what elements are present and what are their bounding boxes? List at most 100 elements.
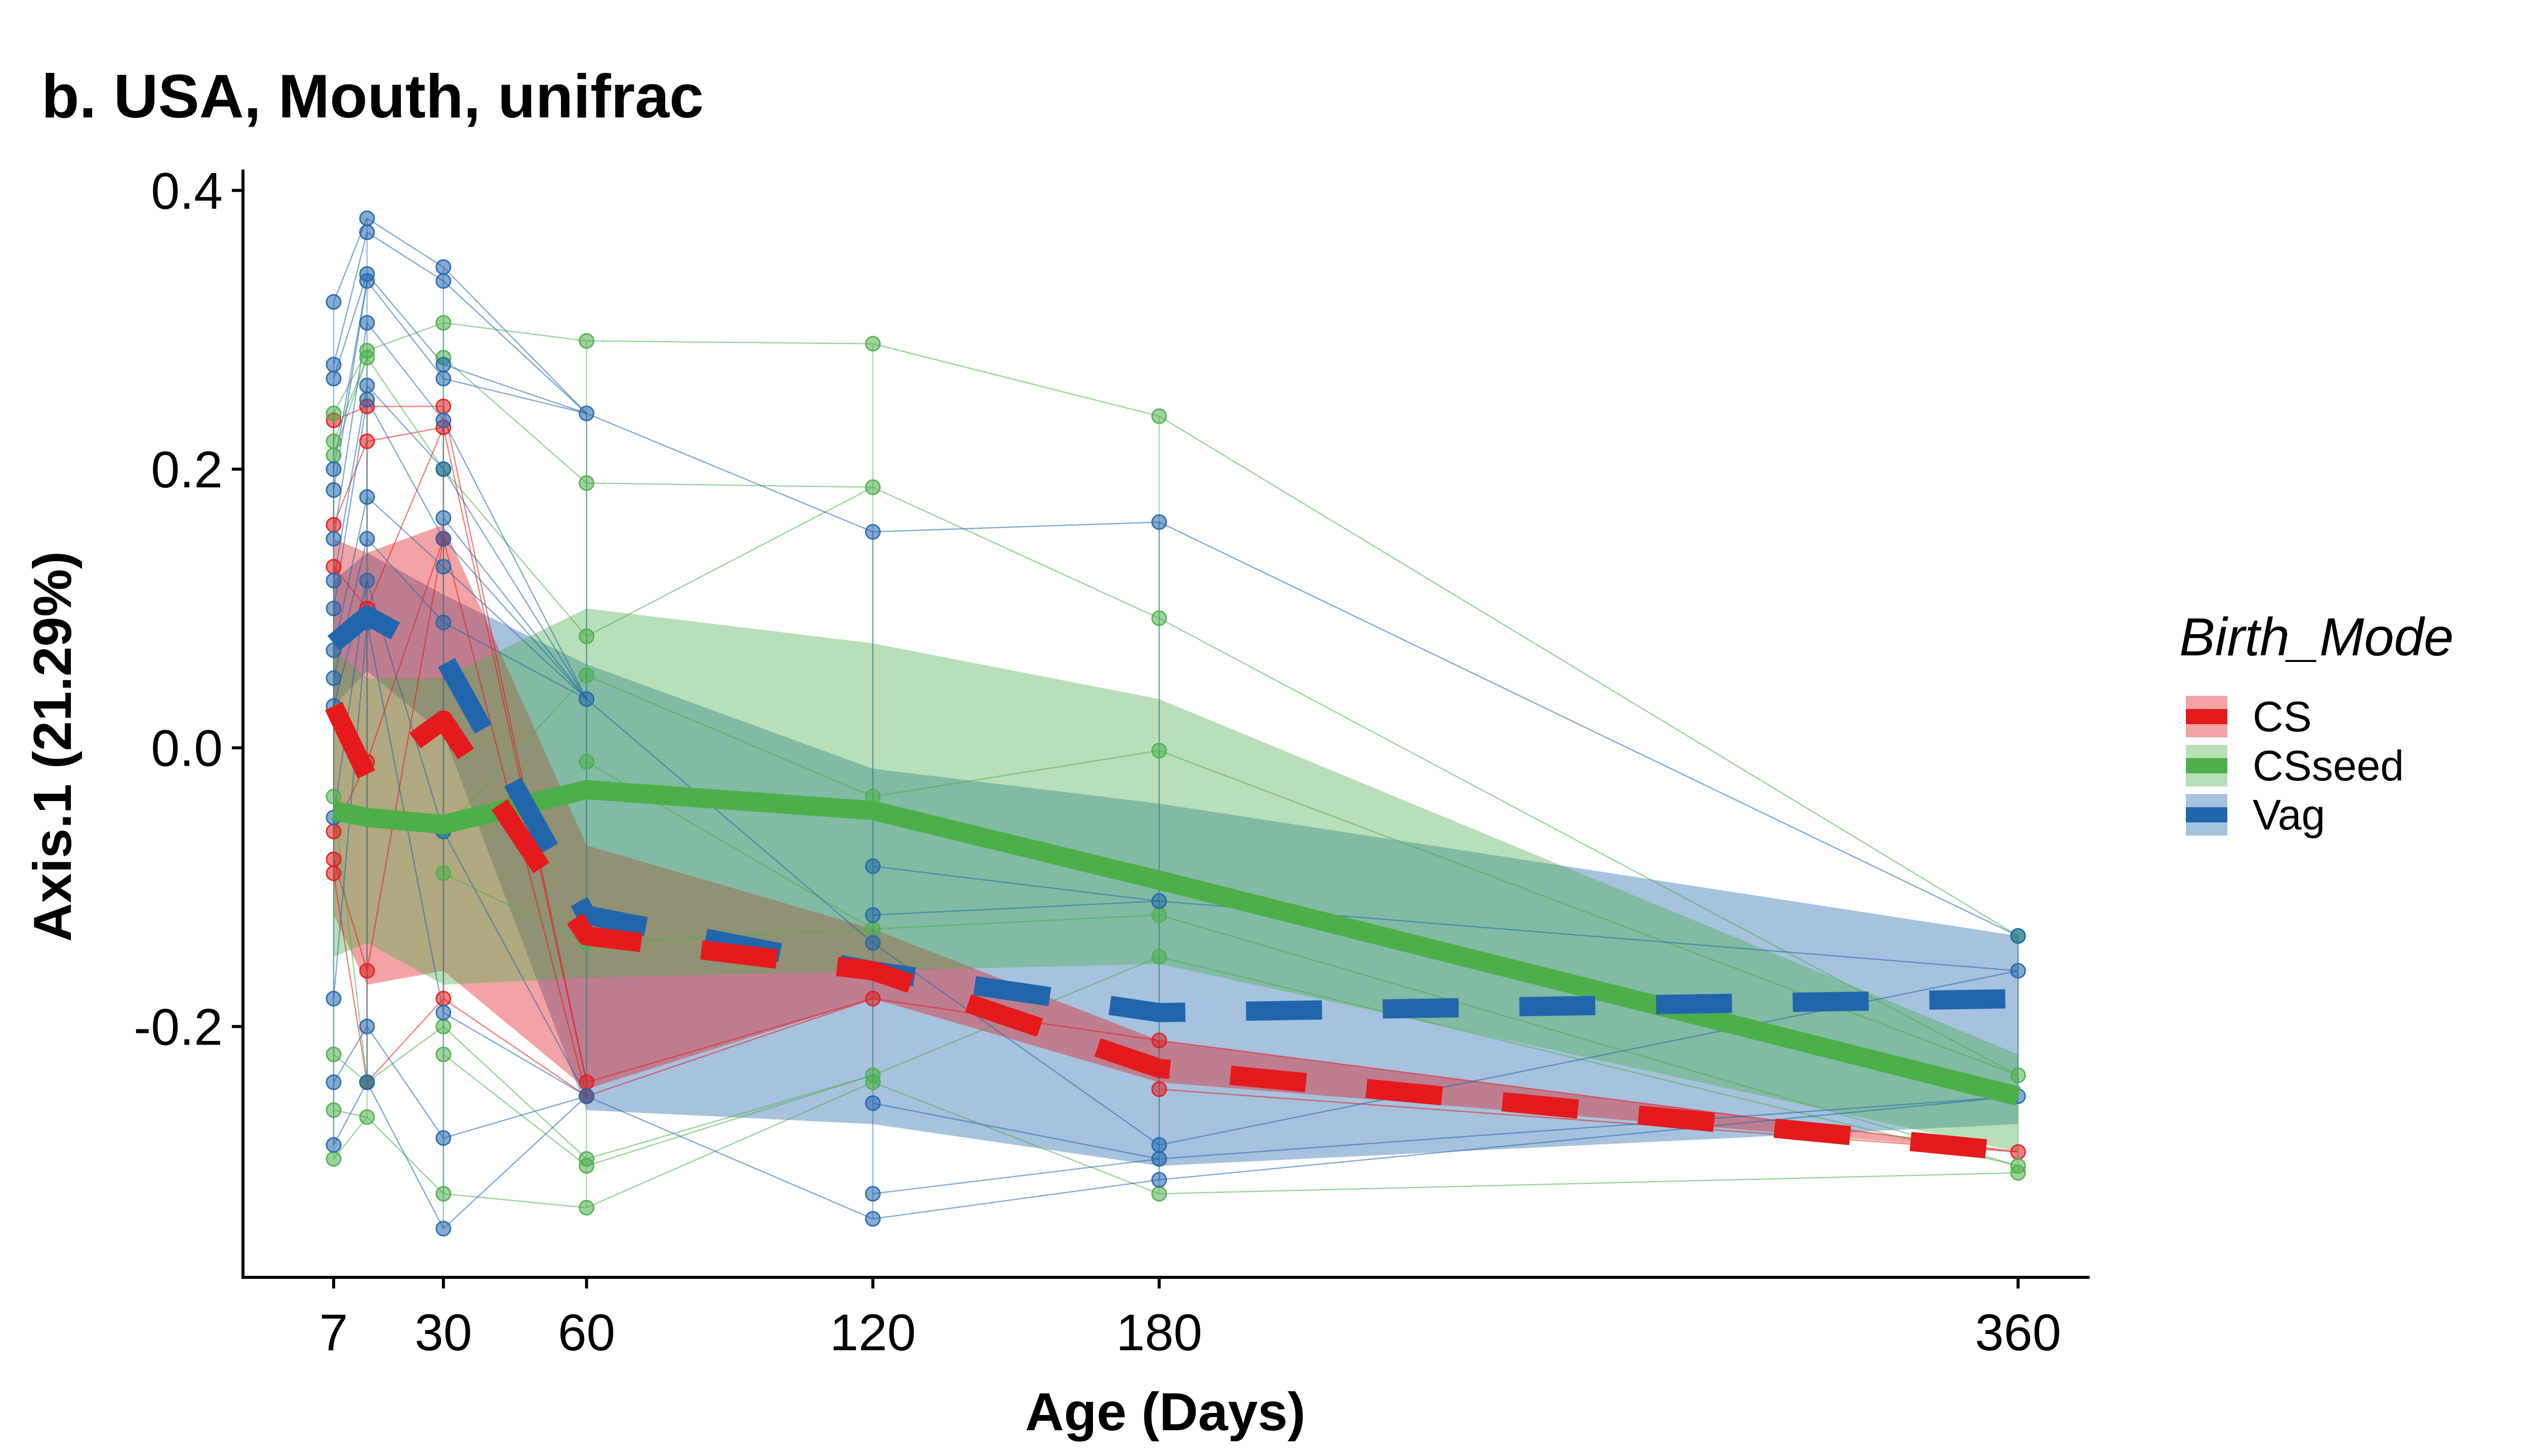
data-point-vag xyxy=(325,294,342,310)
data-point-vag xyxy=(359,572,375,589)
trajectory-segment-csseed xyxy=(873,750,1160,798)
trajectory-segment-csseed xyxy=(586,1074,873,1160)
data-point-vag xyxy=(865,1211,881,1227)
data-point-csseed xyxy=(325,447,342,463)
trajectory-segment-csseed xyxy=(873,914,1159,930)
trajectory-segment-csseed xyxy=(442,469,587,637)
data-point-csseed xyxy=(325,788,342,805)
data-point-cs xyxy=(359,433,375,449)
data-point-csseed xyxy=(325,405,342,422)
data-point-csseed xyxy=(579,1158,595,1174)
data-point-vag xyxy=(865,1186,881,1202)
data-point-vag xyxy=(435,531,452,547)
data-point-vag xyxy=(579,1088,595,1104)
data-point-csseed xyxy=(1151,907,1167,923)
trajectory-segment-csseed xyxy=(1159,914,2018,1167)
trajectory-segment-vag xyxy=(442,831,587,1097)
trajectory-segment-vag xyxy=(586,412,873,533)
data-point-vag xyxy=(865,1095,881,1111)
trajectory-segment-vag xyxy=(366,1081,444,1229)
data-point-cs xyxy=(325,851,342,867)
trajectory-segment-vag xyxy=(1159,521,2019,937)
y-axis-label: Axis.1 (21.29%) xyxy=(23,551,83,942)
trajectory-segment-vag xyxy=(442,420,587,699)
mean-line-csseed xyxy=(332,780,2021,1106)
data-point-csseed xyxy=(865,479,881,495)
data-point-csseed xyxy=(359,1109,375,1125)
data-point-cs xyxy=(865,990,881,1007)
x-axis-label: Age (Days) xyxy=(1025,1382,1306,1442)
data-point-vag xyxy=(435,259,452,275)
trajectory-segment-cs xyxy=(366,538,444,971)
data-point-csseed xyxy=(579,1199,595,1216)
data-point-csseed xyxy=(435,315,452,331)
y-axis-ticks: -0.2 0.0 0.2 0.4 xyxy=(134,162,243,1056)
trajectory-segment-vag xyxy=(367,385,444,470)
trajectory-segment-vag xyxy=(873,900,1159,916)
trajectory-segment-vag xyxy=(872,942,1160,1146)
data-point-vag xyxy=(1151,514,1167,530)
data-point-vag xyxy=(435,370,452,387)
trajectory-segment-csseed xyxy=(333,1116,368,1159)
data-point-csseed xyxy=(2010,1067,2026,1084)
trajectory-segment-vag xyxy=(367,280,444,379)
trajectory-segment-vag xyxy=(333,399,368,609)
trajectory-segment-cs xyxy=(333,873,368,1083)
ribbon-vag xyxy=(334,553,2018,1166)
legend-title: Birth_Mode xyxy=(2179,607,2454,667)
trajectory-segment-csseed xyxy=(586,675,873,798)
trajectory-segment-csseed xyxy=(442,675,587,832)
trajectory-segment-vag xyxy=(586,698,874,944)
data-point-vag xyxy=(325,1137,342,1153)
y-tick-label: 0.0 xyxy=(151,720,223,777)
data-point-cs xyxy=(435,398,452,414)
trajectory-segment-csseed xyxy=(872,486,1160,619)
data-point-cs xyxy=(325,517,342,533)
legend-label-vag: Vag xyxy=(2253,791,2325,839)
trajectory-segment-csseed xyxy=(872,1081,1160,1194)
trajectory-segment-csseed xyxy=(586,340,873,345)
data-point-csseed xyxy=(865,1074,881,1091)
data-point-csseed xyxy=(579,333,595,349)
trajectory-segment-csseed xyxy=(443,1054,587,1167)
x-tick-label: 360 xyxy=(1975,1304,2061,1361)
trajectory-segment-vag xyxy=(873,865,1160,902)
data-point-vag xyxy=(865,858,881,875)
data-point-vag xyxy=(359,1074,375,1091)
trajectory-segment-cs xyxy=(586,998,873,1083)
data-point-vag xyxy=(435,1005,452,1021)
trajectory-segment-vag xyxy=(367,231,444,282)
data-point-cs xyxy=(325,865,342,881)
data-point-csseed xyxy=(579,628,595,644)
data-point-vag xyxy=(435,510,452,526)
data-point-vag xyxy=(325,990,342,1007)
data-point-csseed xyxy=(1151,610,1167,627)
data-point-vag xyxy=(359,273,375,289)
data-point-csseed xyxy=(325,1102,342,1118)
x-tick-label: 180 xyxy=(1116,1304,1202,1361)
data-point-cs xyxy=(325,823,342,840)
trajectory-segment-vag xyxy=(442,469,587,699)
trajectory-segment-cs xyxy=(443,998,587,1097)
trajectory-segment-vag xyxy=(333,232,368,365)
trajectory-segment-csseed xyxy=(1159,956,2018,1167)
trajectory-segment-vag xyxy=(367,538,444,623)
data-point-vag xyxy=(435,1221,452,1237)
trajectory-segment-vag xyxy=(873,1179,1160,1220)
data-point-csseed xyxy=(435,865,452,881)
x-tick-label: 60 xyxy=(558,1304,615,1361)
trajectory-segment-cs xyxy=(442,427,587,1083)
trajectory-segment-csseed xyxy=(367,357,444,470)
trajectory-segment-cs xyxy=(367,998,444,1083)
data-point-csseed xyxy=(325,433,342,449)
data-point-csseed xyxy=(435,1186,452,1202)
trajectory-segment-vag xyxy=(443,266,587,414)
data-point-csseed xyxy=(579,475,595,491)
trajectory-segment-cs xyxy=(1159,1089,2018,1153)
trajectory-segment-vag xyxy=(443,1096,587,1229)
data-point-vag xyxy=(359,224,375,240)
